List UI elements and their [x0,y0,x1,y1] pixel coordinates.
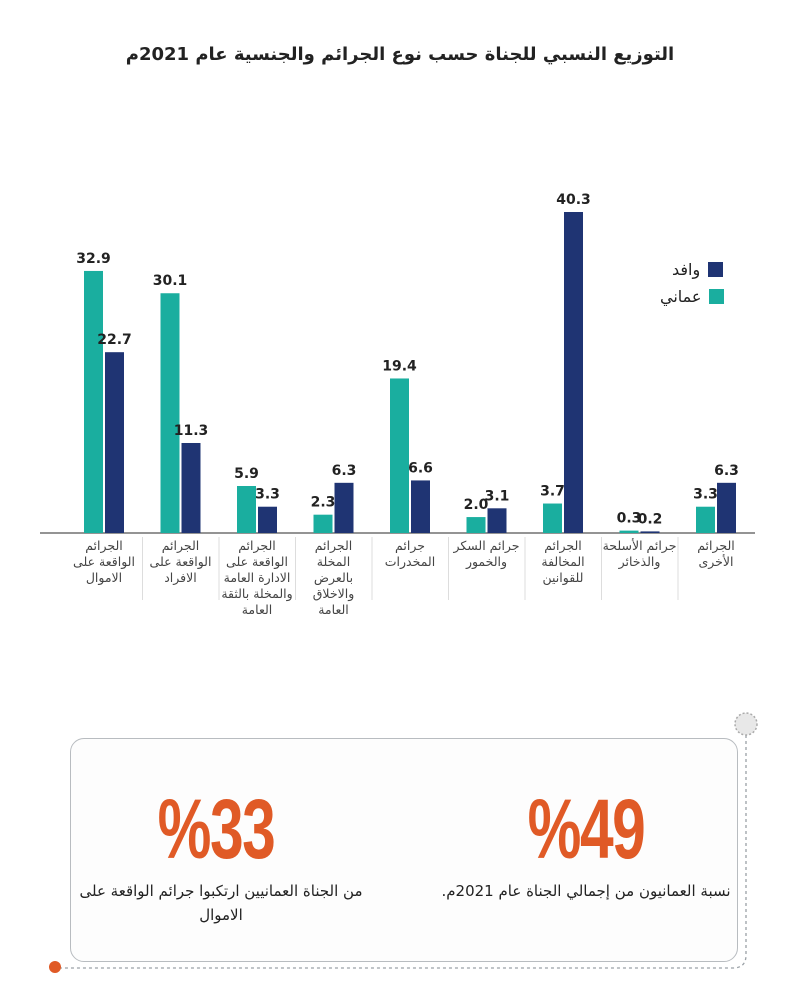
legend-item-expat: وافد [672,260,724,279]
legend-swatch-expat [708,262,724,277]
bar-omani [84,270,103,533]
data-label: 3.3 [693,487,718,503]
bar-omani [696,506,715,533]
chart-title: التوزيع النسبي للجناة حسب نوع الجرائم وا… [125,44,675,65]
category-label: الجرائم الواقعة على الادارة العامة والمخ… [221,538,293,617]
data-label: 3.1 [485,488,510,504]
connector-end-dot [49,961,61,973]
data-label: 6.3 [714,463,739,479]
bar-omani [160,293,180,533]
data-label: 22.7 [97,332,132,348]
data-label: 0.2 [638,511,663,527]
data-label: 6.6 [408,460,433,476]
stat-omani-share-value: %49 [527,782,646,876]
bar-omani [466,517,486,533]
category-label: الجرائم المخالفة للقوانين [541,538,585,585]
bar-omani [390,378,409,533]
data-label: 11.3 [174,423,209,439]
bar-expat [258,506,277,533]
legend-item-omani: عماني [660,287,725,306]
data-label: 5.9 [234,466,259,482]
category-label: الجرائم الأخرى [697,538,735,569]
category-label: الجرائم الواقعة على الاموال [73,538,135,585]
data-label: 19.4 [382,358,417,374]
bar-expat [564,212,583,533]
data-label: 0.3 [617,511,642,527]
bar-expat [105,352,124,533]
stats-card: %49 نسبة العمانيون من إجمالي الجناة عام … [70,738,738,962]
bar-expat [334,482,354,533]
connector-start-dot [734,712,758,736]
category-label: الجرائم المخلة بالعرض والاخلاق العامة [312,538,355,617]
bar-expat [181,442,201,533]
bar-expat [717,482,736,533]
data-label: 40.3 [556,192,591,208]
category-label: جرائم السكر والخمور [453,538,520,569]
bar-expat [411,480,430,533]
bar-expat [487,508,507,533]
stat-omani-share-caption: نسبة العمانيون من إجمالي الجناة عام 2021… [441,882,731,900]
data-label: 6.3 [332,463,357,479]
dashed-connector [60,735,747,969]
data-label: 2.0 [464,497,489,513]
data-label: 3.3 [255,487,280,503]
bar-omani [313,514,333,533]
data-label: 30.1 [153,273,188,289]
bar-expat [640,531,660,533]
bar-omani [543,503,562,533]
stat-property-crimes-value: %33 [157,782,276,876]
category-label: جرائم المخدرات [384,538,436,569]
bar-omani [237,486,256,533]
legend-label-expat: وافد [672,260,701,279]
bar-omani [619,530,639,533]
data-label: 2.3 [311,495,336,511]
category-label: جرائم الأسلحة والذخائر [602,538,677,569]
stat-property-crimes-caption: من الجناة العمانيين ارتكبوا جرائم الواقع… [79,882,363,924]
data-label: 32.9 [76,251,111,267]
legend-label-omani: عماني [660,287,702,306]
category-label: الجرائم الواقعة على الافراد [149,538,212,585]
legend-swatch-omani [709,289,725,304]
data-label: 3.7 [540,484,565,500]
